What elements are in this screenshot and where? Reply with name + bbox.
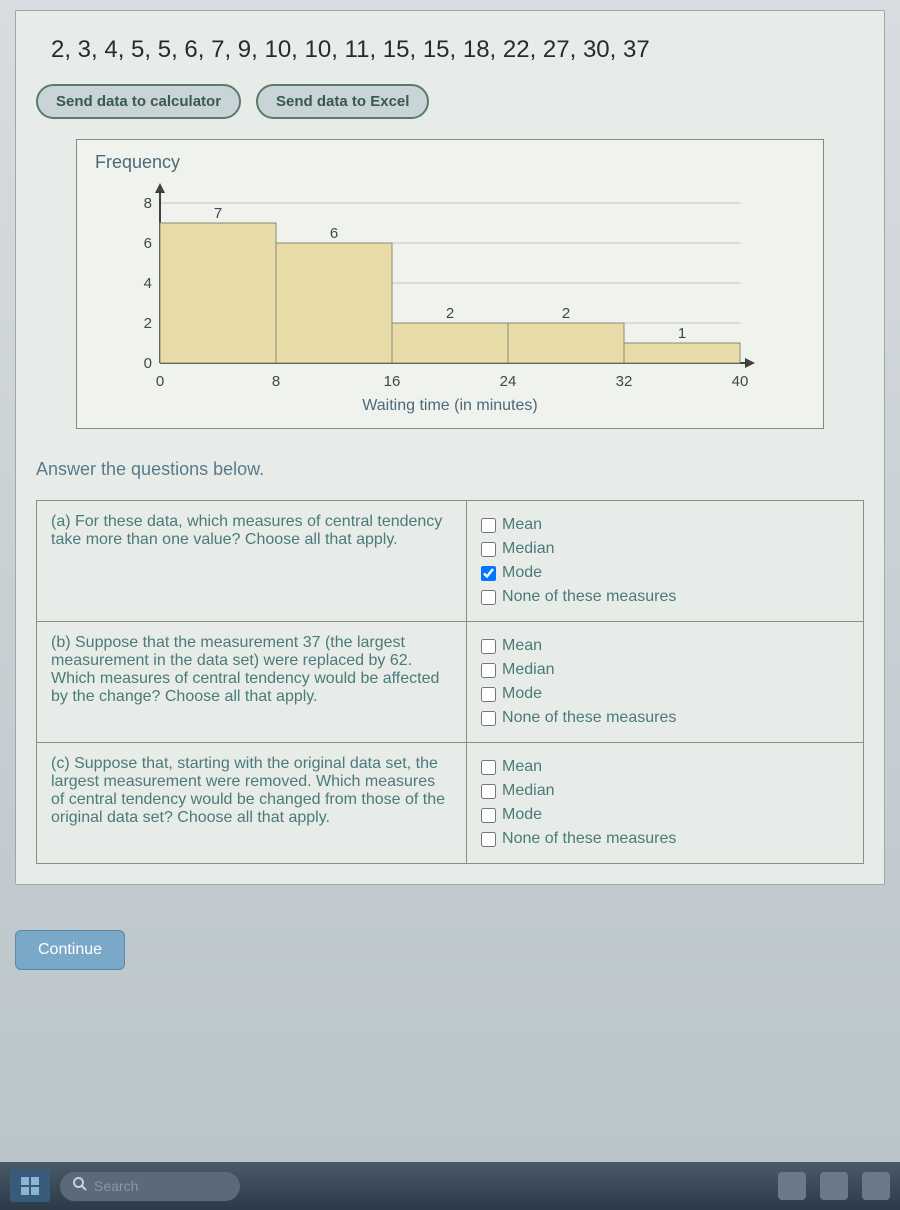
send-to-calculator-button[interactable]: Send data to calculator [36, 84, 241, 119]
chart-y-axis-title: Frequency [95, 152, 805, 173]
question-b-text: (b) Suppose that the measurement 37 (the… [37, 622, 467, 743]
search-icon [72, 1176, 88, 1197]
question-a-text: (a) For these data, which measures of ce… [37, 501, 467, 622]
data-list: 2, 3, 4, 5, 5, 6, 7, 9, 10, 10, 11, 15, … [36, 26, 864, 79]
question-c-options: Mean Median Mode None of these measures [467, 743, 864, 864]
bar-label-3: 2 [562, 305, 570, 322]
continue-button[interactable]: Continue [15, 930, 125, 970]
question-c-text: (c) Suppose that, starting with the orig… [37, 743, 467, 864]
taskbar-tray [778, 1172, 890, 1200]
option-a-mean-label: Mean [502, 516, 542, 534]
option-a-mode[interactable]: Mode [481, 561, 849, 585]
taskbar-search[interactable]: Search [60, 1172, 240, 1201]
search-placeholder: Search [94, 1178, 138, 1194]
instruction-text: Answer the questions below. [36, 449, 864, 500]
checkbox-b-mean[interactable] [481, 639, 496, 654]
main-panel: 2, 3, 4, 5, 5, 6, 7, 9, 10, 10, 11, 15, … [15, 10, 885, 885]
option-a-median-label: Median [502, 540, 554, 558]
bar-0-8 [160, 223, 276, 363]
question-row-b: (b) Suppose that the measurement 37 (the… [37, 622, 864, 743]
bar-32-40 [624, 343, 740, 363]
send-to-excel-button[interactable]: Send data to Excel [256, 84, 429, 119]
bar-24-32 [508, 323, 624, 363]
option-b-mean[interactable]: Mean [481, 634, 849, 658]
question-b-options: Mean Median Mode None of these measures [467, 622, 864, 743]
windows-icon [21, 1177, 39, 1195]
button-row: Send data to calculator Send data to Exc… [36, 79, 864, 139]
checkbox-a-none[interactable] [481, 590, 496, 605]
histogram-container: Frequency [76, 139, 824, 429]
checkbox-c-median[interactable] [481, 784, 496, 799]
histogram-svg: 7 6 2 2 1 0 2 4 6 8 0 8 16 [95, 178, 805, 418]
option-a-mean[interactable]: Mean [481, 513, 849, 537]
option-a-none[interactable]: None of these measures [481, 585, 849, 609]
taskbar-app-icon-3[interactable] [862, 1172, 890, 1200]
bar-label-0: 7 [214, 205, 222, 222]
x-axis-label: Waiting time (in minutes) [362, 397, 537, 414]
xtick-32: 32 [616, 373, 633, 390]
histogram-bars [160, 223, 740, 363]
chart-area: 7 6 2 2 1 0 2 4 6 8 0 8 16 [95, 178, 805, 418]
option-c-mean-label: Mean [502, 758, 542, 776]
ytick-2: 2 [144, 315, 152, 332]
y-axis-arrow [155, 183, 165, 193]
question-table: (a) For these data, which measures of ce… [36, 500, 864, 864]
bar-label-1: 6 [330, 225, 338, 242]
option-b-none-label: None of these measures [502, 709, 676, 727]
option-a-median[interactable]: Median [481, 537, 849, 561]
option-b-mean-label: Mean [502, 637, 542, 655]
checkbox-c-none[interactable] [481, 832, 496, 847]
start-button[interactable] [10, 1170, 50, 1202]
option-b-median[interactable]: Median [481, 658, 849, 682]
question-row-c: (c) Suppose that, starting with the orig… [37, 743, 864, 864]
option-b-median-label: Median [502, 661, 554, 679]
xtick-8: 8 [272, 373, 280, 390]
option-c-none[interactable]: None of these measures [481, 827, 849, 851]
y-ticks: 0 2 4 6 8 [144, 195, 152, 372]
question-a-options: Mean Median Mode None of these measures [467, 501, 864, 622]
option-b-mode[interactable]: Mode [481, 682, 849, 706]
x-ticks: 0 8 16 24 32 40 [156, 373, 749, 390]
checkbox-a-median[interactable] [481, 542, 496, 557]
x-axis-arrow [745, 358, 755, 368]
option-c-mode[interactable]: Mode [481, 803, 849, 827]
option-c-median[interactable]: Median [481, 779, 849, 803]
xtick-0: 0 [156, 373, 164, 390]
option-c-mean[interactable]: Mean [481, 755, 849, 779]
option-a-mode-label: Mode [502, 564, 542, 582]
bar-label-4: 1 [678, 325, 686, 342]
option-c-none-label: None of these measures [502, 830, 676, 848]
xtick-24: 24 [500, 373, 517, 390]
checkbox-a-mean[interactable] [481, 518, 496, 533]
bar-8-16 [276, 243, 392, 363]
option-b-mode-label: Mode [502, 685, 542, 703]
ytick-0: 0 [144, 355, 152, 372]
taskbar-app-icon-1[interactable] [778, 1172, 806, 1200]
option-c-mode-label: Mode [502, 806, 542, 824]
checkbox-b-median[interactable] [481, 663, 496, 678]
option-c-median-label: Median [502, 782, 554, 800]
option-b-none[interactable]: None of these measures [481, 706, 849, 730]
checkbox-b-mode[interactable] [481, 687, 496, 702]
checkbox-c-mean[interactable] [481, 760, 496, 775]
bar-16-24 [392, 323, 508, 363]
question-row-a: (a) For these data, which measures of ce… [37, 501, 864, 622]
option-a-none-label: None of these measures [502, 588, 676, 606]
checkbox-b-none[interactable] [481, 711, 496, 726]
taskbar: Search [0, 1162, 900, 1210]
xtick-40: 40 [732, 373, 749, 390]
xtick-16: 16 [384, 373, 401, 390]
checkbox-c-mode[interactable] [481, 808, 496, 823]
bar-label-2: 2 [446, 305, 454, 322]
ytick-8: 8 [144, 195, 152, 212]
ytick-6: 6 [144, 235, 152, 252]
checkbox-a-mode[interactable] [481, 566, 496, 581]
taskbar-app-icon-2[interactable] [820, 1172, 848, 1200]
ytick-4: 4 [144, 275, 152, 292]
